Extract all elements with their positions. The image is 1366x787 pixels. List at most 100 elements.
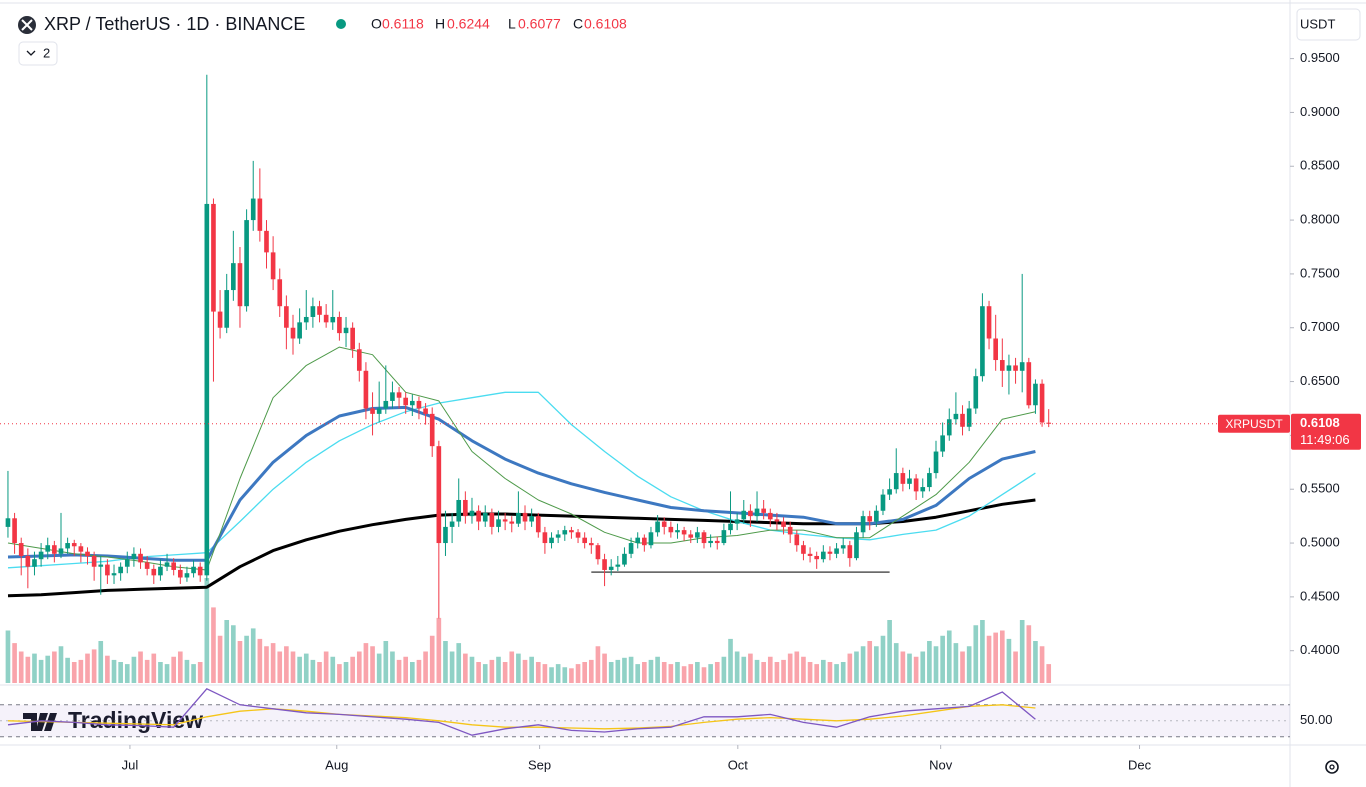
volume-bar	[257, 638, 263, 683]
candle-body	[191, 566, 196, 574]
candle-body	[476, 510, 481, 522]
symbol-title[interactable]: XRP / TetherUS · 1D · BINANCE	[44, 14, 305, 34]
volume-bar	[18, 651, 24, 683]
volume-bar	[701, 667, 707, 683]
volume-bar	[204, 578, 210, 683]
volume-bar	[714, 662, 720, 683]
candle-body	[966, 408, 972, 427]
volume-bar	[608, 662, 614, 683]
volume-bar	[171, 656, 176, 683]
candle-body	[602, 559, 607, 570]
collapse-button[interactable]	[18, 41, 58, 66]
y-tick-label: 0.8500	[1300, 158, 1340, 173]
volume-bar	[1013, 651, 1018, 683]
currency-button[interactable]	[1296, 8, 1361, 41]
candle-body	[416, 400, 422, 409]
candle-body	[65, 543, 70, 549]
volume-bar	[310, 659, 316, 683]
candle-body	[973, 376, 979, 409]
volume-bar	[675, 662, 680, 683]
candle-body	[138, 553, 143, 563]
candle-body	[1026, 362, 1032, 406]
candle-body	[549, 537, 554, 544]
volume-bar	[158, 662, 163, 683]
candle-body	[569, 530, 574, 533]
volume-bar	[522, 659, 528, 683]
volume-bar	[91, 649, 97, 683]
volume-bar	[151, 653, 157, 683]
volume-bar	[834, 664, 839, 683]
candle-body	[588, 543, 594, 546]
market-status[interactable]	[336, 19, 346, 29]
candle-body	[867, 516, 873, 522]
volume-bar	[893, 643, 899, 683]
volume-bar	[741, 656, 747, 683]
candle-body	[257, 198, 263, 231]
volume-bar	[482, 664, 488, 683]
volume-bar	[111, 659, 117, 683]
volume-bar	[85, 653, 90, 683]
volume-bar	[12, 643, 17, 683]
volume-bar	[489, 659, 495, 683]
volume-bar	[986, 635, 992, 683]
volume-bar	[927, 641, 932, 683]
candle-body	[363, 370, 369, 409]
volume-bar	[535, 662, 541, 683]
volume-bar	[635, 664, 641, 683]
candle-body	[469, 510, 475, 517]
volume-bar	[323, 651, 329, 683]
candle-body	[628, 543, 634, 554]
volume-bar	[502, 662, 508, 683]
candle-body	[860, 516, 866, 533]
volume-bar	[1006, 638, 1012, 683]
volume-bar	[562, 667, 568, 683]
candle-body	[105, 564, 110, 576]
candle-body	[655, 521, 660, 533]
volume-bar	[913, 656, 919, 683]
x-tick-label: Nov	[929, 757, 953, 772]
volume-bar	[708, 664, 713, 683]
candle-body	[516, 512, 521, 524]
volume-bar	[728, 638, 733, 683]
candle-body	[907, 478, 912, 484]
collapse-chevron	[26, 50, 36, 56]
candle-body	[840, 545, 846, 549]
candle-body	[615, 564, 621, 567]
rsi-line	[7, 687, 1036, 736]
candle-body	[887, 489, 892, 495]
volume-bar	[695, 662, 700, 683]
volume-bar	[350, 656, 355, 683]
volume-bar	[668, 664, 674, 683]
volume-bar	[509, 651, 515, 683]
candle-body	[668, 526, 674, 533]
settings-icon[interactable]	[1325, 760, 1339, 774]
candle-body	[953, 413, 959, 420]
volume-bar	[595, 646, 601, 683]
price-tag-bg	[1291, 413, 1361, 450]
volume-bar	[1026, 625, 1032, 683]
volume-bar	[191, 664, 196, 683]
candle-body	[801, 545, 806, 554]
volume-bar	[940, 635, 945, 683]
volume-bar	[449, 651, 455, 683]
volume-bar	[648, 659, 654, 683]
candle-body	[224, 290, 230, 328]
volume-bar	[456, 643, 462, 683]
candle-body	[854, 532, 859, 559]
candle-body	[535, 516, 541, 533]
candle-body	[25, 555, 31, 567]
volume-bar	[496, 656, 501, 683]
volume-bar	[754, 659, 760, 683]
candle-body	[681, 530, 687, 535]
candle-body	[741, 510, 747, 520]
candle-body	[52, 545, 57, 554]
volume-bar	[820, 659, 826, 683]
candle-body	[754, 508, 760, 517]
volume-bar	[734, 651, 740, 683]
currency-label: USDT	[1300, 16, 1335, 31]
candle-body	[124, 559, 130, 567]
candle-body	[423, 408, 428, 414]
candle-body	[131, 553, 137, 560]
candle-body	[555, 534, 561, 538]
